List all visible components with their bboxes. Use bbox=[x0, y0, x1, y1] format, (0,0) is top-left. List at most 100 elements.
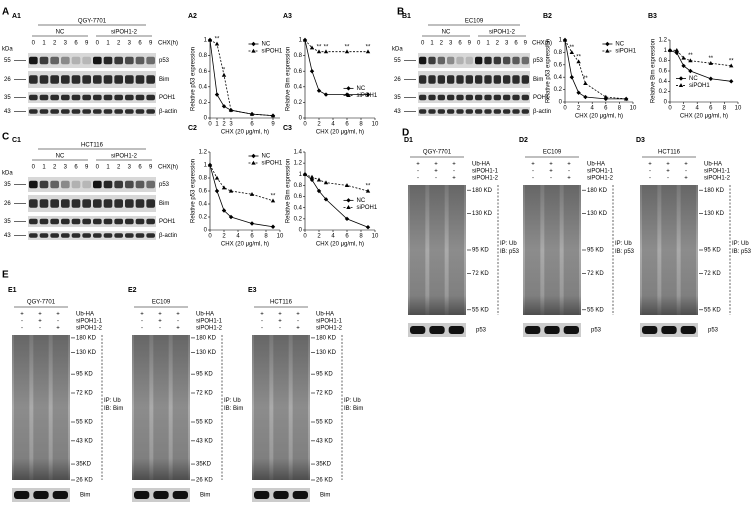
condition: siPOH1-1 bbox=[316, 319, 343, 325]
y-tick-label: 0.2 bbox=[294, 100, 303, 106]
band bbox=[512, 75, 520, 84]
lane-label: 3 bbox=[128, 41, 132, 47]
diamond-marker bbox=[603, 96, 608, 102]
band bbox=[135, 218, 145, 225]
diamond-marker bbox=[249, 221, 255, 226]
kda-marker: 26 KD bbox=[76, 478, 93, 484]
band bbox=[50, 56, 59, 65]
sign: - bbox=[159, 326, 161, 332]
lane-smear bbox=[563, 185, 579, 315]
triangle-marker bbox=[624, 96, 629, 101]
blot-smear bbox=[408, 185, 466, 315]
cell-line: QGY-7701 bbox=[78, 19, 107, 25]
y-tick-label: 1 bbox=[204, 38, 208, 44]
band bbox=[114, 180, 123, 189]
x-tick-label: 0 bbox=[563, 106, 567, 112]
kda-marker: 35 bbox=[4, 182, 11, 188]
sign: - bbox=[649, 169, 651, 175]
lane-label: 3 bbox=[449, 41, 453, 47]
kda-marker: 55 KD bbox=[196, 420, 213, 426]
kda-marker: 180 KD bbox=[196, 335, 217, 341]
protein-label: β-actin bbox=[159, 233, 177, 239]
band bbox=[563, 326, 579, 334]
triangle-marker bbox=[346, 93, 351, 97]
y-tick-label: 0.4 bbox=[294, 205, 303, 211]
sign: + bbox=[260, 312, 264, 318]
kda-marker: 35 bbox=[394, 95, 401, 101]
band bbox=[428, 56, 436, 65]
kda-marker: 43 KD bbox=[316, 438, 333, 444]
lane-smear bbox=[642, 185, 658, 315]
band bbox=[29, 94, 38, 101]
triangle-marker bbox=[221, 185, 227, 190]
kda-marker: 35KD bbox=[196, 462, 212, 468]
band bbox=[29, 199, 38, 208]
band bbox=[493, 109, 501, 114]
triangle-marker bbox=[228, 188, 234, 193]
band bbox=[135, 94, 145, 101]
y-tick-label: 0.8 bbox=[659, 58, 668, 64]
sign: + bbox=[38, 312, 42, 318]
band bbox=[465, 109, 473, 114]
loading-label: p53 bbox=[476, 328, 487, 334]
band bbox=[71, 233, 81, 238]
blot-strip bbox=[418, 71, 530, 88]
series-line bbox=[304, 173, 369, 192]
ip-label: IP: Ub bbox=[500, 241, 517, 247]
cell-line: HCT116 bbox=[270, 300, 293, 306]
diamond-marker bbox=[681, 63, 686, 69]
band bbox=[29, 56, 38, 65]
diamond-marker bbox=[228, 214, 234, 220]
band bbox=[146, 233, 155, 238]
protein-label: p53 bbox=[533, 58, 544, 64]
ib-label: IB: p53 bbox=[732, 249, 752, 255]
y-tick-label: 0.8 bbox=[294, 53, 303, 59]
series-line bbox=[564, 39, 627, 100]
diamond-marker bbox=[674, 50, 679, 56]
cell-line: QGY-7701 bbox=[27, 300, 56, 306]
band bbox=[50, 180, 59, 189]
kda-marker: 130 KD bbox=[76, 350, 97, 356]
triangle-marker bbox=[708, 60, 713, 65]
lane-label: 2 bbox=[117, 165, 121, 171]
band bbox=[114, 109, 123, 114]
diamond-marker bbox=[309, 69, 315, 74]
triangle-marker bbox=[344, 49, 350, 54]
band bbox=[125, 109, 134, 114]
band bbox=[456, 56, 464, 65]
cell-line: EC109 bbox=[152, 300, 171, 306]
band bbox=[93, 199, 102, 208]
blot-smear bbox=[132, 335, 190, 480]
diamond-marker bbox=[309, 177, 315, 183]
annotation: ** bbox=[688, 53, 693, 59]
panel-label: C1 bbox=[12, 137, 21, 144]
band bbox=[29, 75, 38, 84]
sign: - bbox=[550, 176, 552, 182]
diamond-marker bbox=[344, 92, 350, 97]
sign: + bbox=[452, 176, 456, 182]
lane-label: 2 bbox=[496, 41, 500, 47]
ib-label: IB: Bim bbox=[344, 406, 363, 412]
ib-label: IB: p53 bbox=[615, 249, 635, 255]
kda-marker: 95 KD bbox=[316, 372, 333, 378]
triangle-marker bbox=[316, 49, 322, 54]
triangle-marker bbox=[576, 59, 581, 64]
cell-line: EC109 bbox=[465, 19, 484, 25]
band bbox=[484, 75, 492, 84]
legend-label: NC bbox=[615, 42, 624, 48]
band bbox=[292, 491, 308, 499]
diamond-marker bbox=[323, 197, 329, 202]
kda-marker: 43 bbox=[394, 109, 401, 115]
annotation: * bbox=[223, 68, 226, 74]
annotation: ** bbox=[708, 56, 713, 62]
diamond-marker bbox=[214, 188, 220, 194]
y-tick-label: 0 bbox=[299, 228, 303, 234]
ip-label: IP: Ub bbox=[615, 241, 632, 247]
x-tick-label: 10 bbox=[372, 234, 379, 240]
sign: - bbox=[435, 176, 437, 182]
legend-label: NC bbox=[262, 42, 271, 48]
triangle-marker bbox=[207, 37, 213, 42]
band bbox=[419, 75, 427, 84]
band bbox=[82, 109, 91, 114]
kda-marker: 72 KD bbox=[316, 391, 333, 397]
